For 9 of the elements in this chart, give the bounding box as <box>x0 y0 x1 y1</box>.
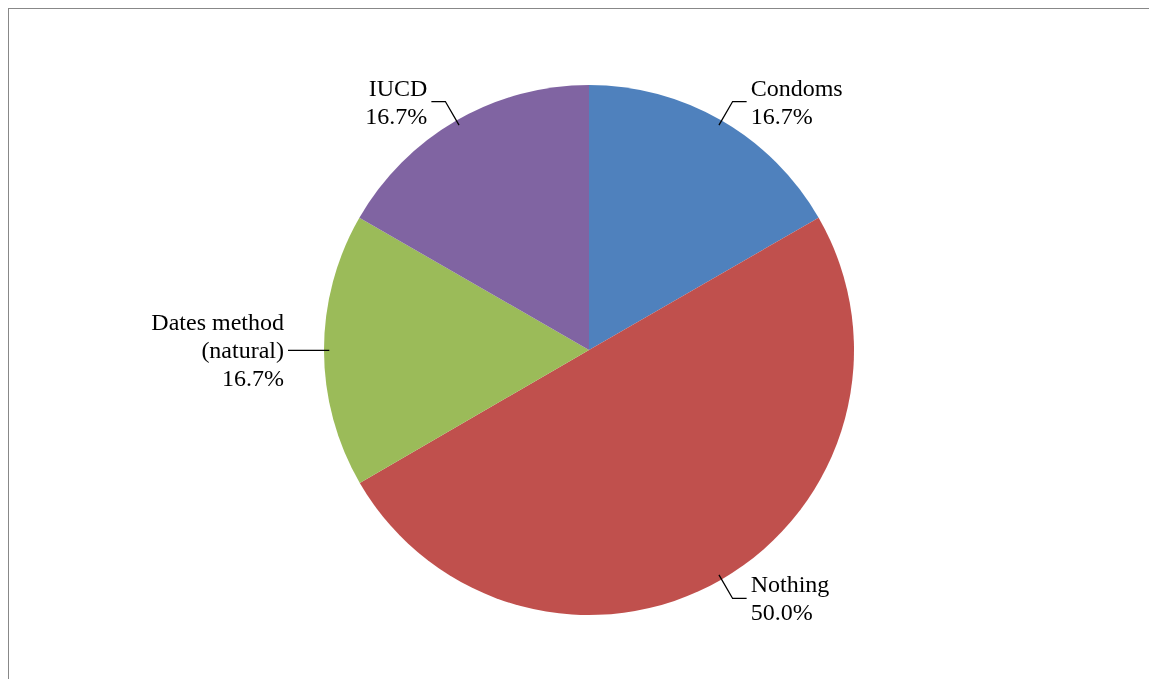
slice-label: IUCD <box>368 74 428 101</box>
data-label: 16.7% <box>365 102 428 129</box>
data-label: 16.7% <box>222 365 284 392</box>
slice-label: Condoms <box>750 74 843 101</box>
data-label: 16.7% <box>750 102 813 129</box>
data-label: 50.0% <box>750 599 813 626</box>
pie-slice <box>324 217 589 483</box>
slice-label: Nothing <box>750 571 830 598</box>
slice-label: Dates method (natural) <box>151 309 284 364</box>
